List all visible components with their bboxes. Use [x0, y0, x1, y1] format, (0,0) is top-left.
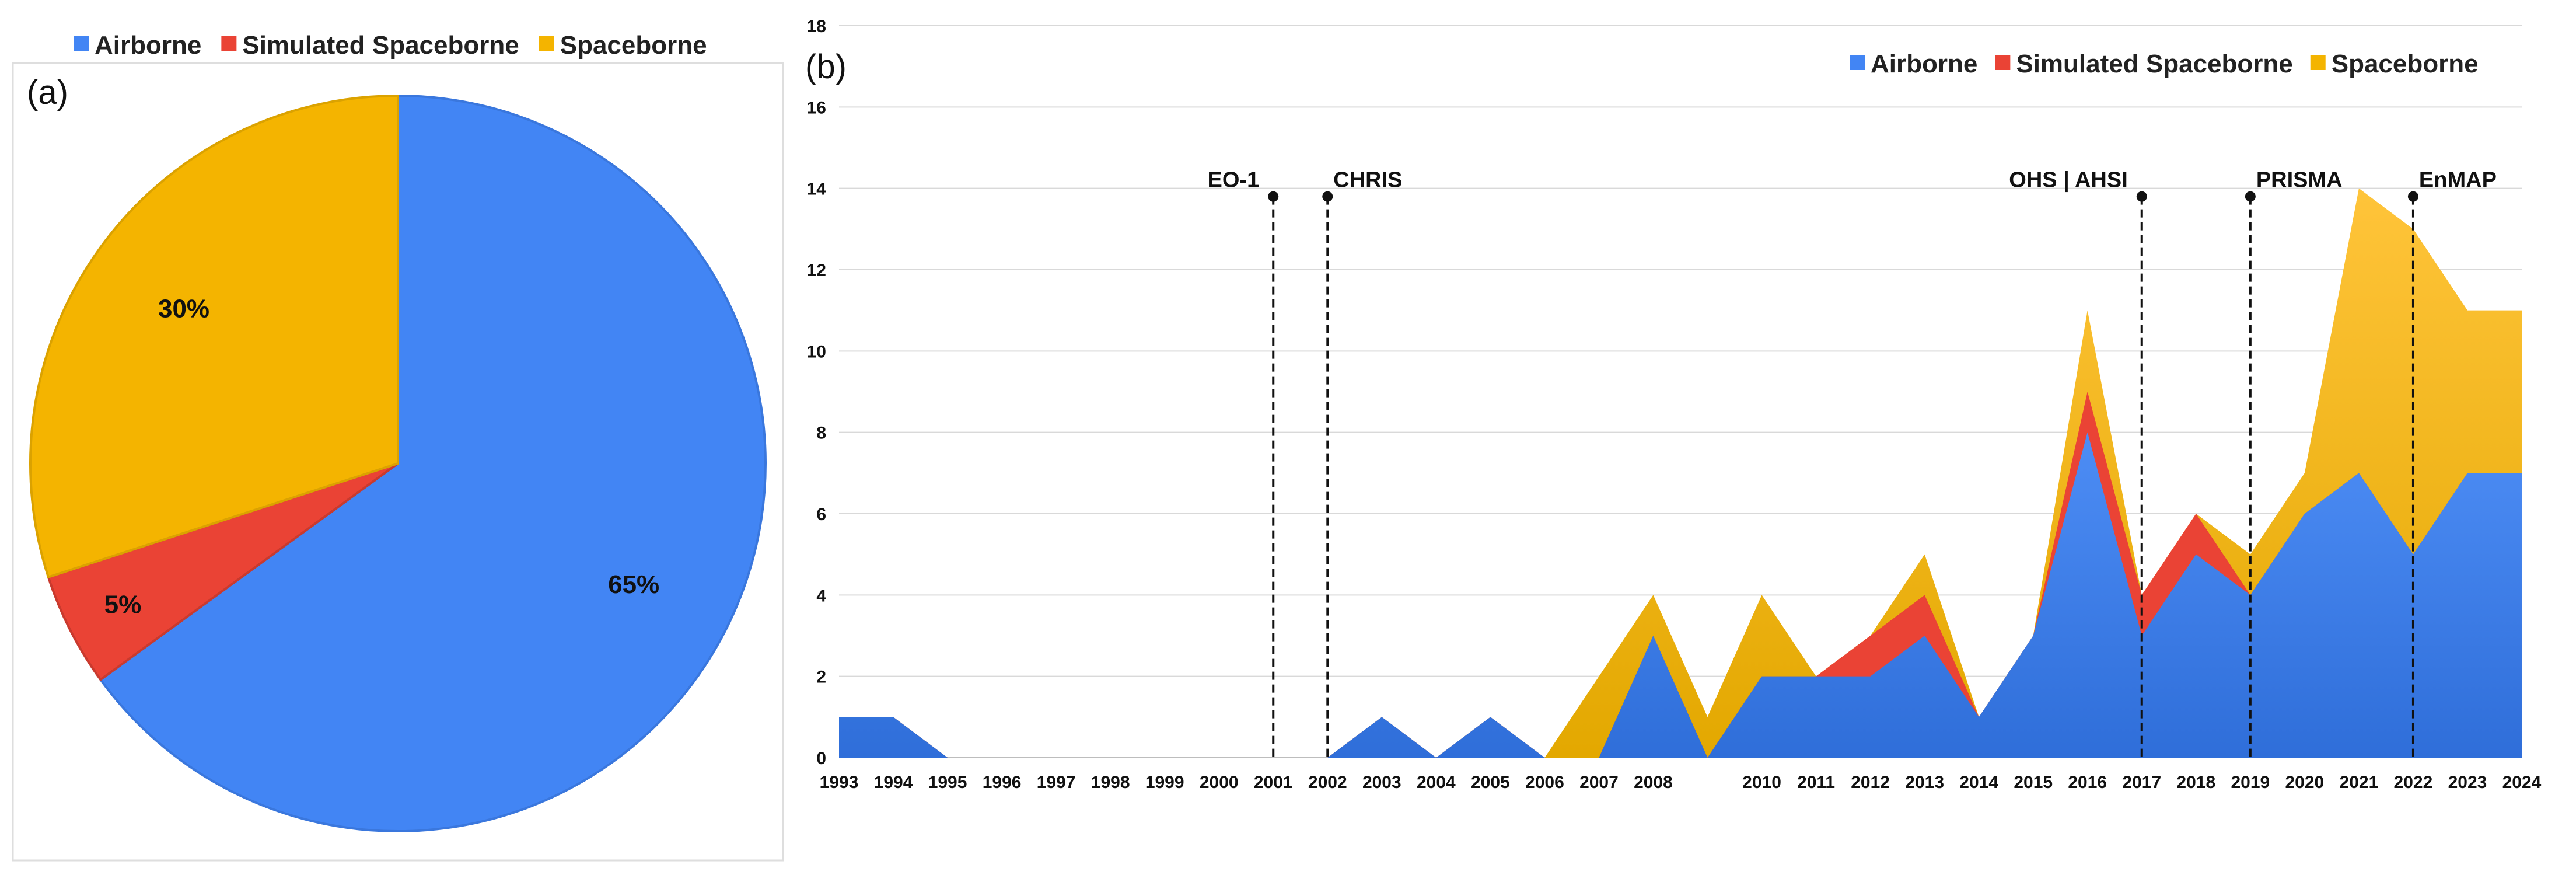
pie-slice-simulated-spaceborne: [47, 462, 399, 682]
pie-slice-label-airborne: 65%: [608, 570, 659, 599]
x-tick-label-1998: 1998: [1091, 773, 1130, 792]
x-tick-label-2023: 2023: [2448, 773, 2487, 792]
x-tick-label-2004: 2004: [1417, 773, 1456, 792]
legend-label-simulated-spaceborne: Simulated Spaceborne: [242, 31, 519, 60]
x-tick-label-2021: 2021: [2340, 773, 2379, 792]
annotation-label-ohs-ahsi: OHS | AHSI: [2009, 168, 2127, 193]
x-tick-label-2003: 2003: [1362, 773, 1401, 792]
area-panel-label: (b): [805, 48, 847, 86]
y-tick-label-18: 18: [807, 17, 826, 36]
x-tick-label-2024: 2024: [2502, 773, 2542, 792]
annotation-marker-ohs-ahsi: [2136, 191, 2147, 202]
pie-labels: 65% 5% 30%: [104, 294, 660, 619]
y-tick-label-10: 10: [807, 342, 826, 361]
area-annotations: EO-1 CHRIS OHS | AHSI PRISMA EnMAP: [1208, 168, 2497, 758]
annotation-label-eo-1: EO-1: [1208, 168, 1260, 193]
x-tick-label-2018: 2018: [2176, 773, 2215, 792]
pie-slice-label-simulated-spaceborne: 5%: [104, 590, 142, 619]
y-tick-label-4: 4: [816, 586, 826, 605]
x-tick-label-2013: 2013: [1905, 773, 1944, 792]
x-tick-label-2005: 2005: [1471, 773, 1510, 792]
pie-slice-spaceborne: [29, 94, 399, 579]
legend-label-airborne: Airborne: [95, 31, 201, 60]
legend-swatch-simulated-spaceborne: [1995, 55, 2011, 70]
y-tick-label-0: 0: [816, 749, 826, 768]
x-tick-label-1996: 1996: [983, 773, 1022, 792]
y-tick-label-8: 8: [816, 424, 826, 443]
legend-swatch-airborne: [1850, 55, 1865, 70]
annotation-marker-prisma: [2245, 191, 2256, 202]
x-tick-label-1995: 1995: [928, 773, 967, 792]
x-tick-label-1999: 1999: [1145, 773, 1184, 792]
area-series: [839, 188, 2522, 758]
x-tick-label-2015: 2015: [2014, 773, 2053, 792]
pie-panel-border: [12, 62, 784, 862]
x-tick-label-1997: 1997: [1037, 773, 1076, 792]
x-tick-label-2020: 2020: [2285, 773, 2324, 792]
x-tick-label-1993: 1993: [820, 773, 859, 792]
x-tick-label-2019: 2019: [2231, 773, 2270, 792]
pie-slice-label-spaceborne: 30%: [158, 294, 209, 323]
legend-label-spaceborne: Spaceborne: [560, 31, 707, 60]
annotation-label-prisma: PRISMA: [2256, 168, 2343, 193]
area-legend: Airborne Simulated Spaceborne Spaceborne: [1850, 50, 2479, 78]
x-tick-label-2012: 2012: [1851, 773, 1890, 792]
x-tick-label-2006: 2006: [1525, 773, 1564, 792]
y-tick-label-14: 14: [807, 180, 827, 199]
annotation-label-chris: CHRIS: [1333, 168, 1402, 193]
area-series-airborne: [839, 432, 2522, 758]
annotation-marker-enmap: [2407, 191, 2418, 202]
x-tick-label-2007: 2007: [1579, 773, 1619, 792]
x-tick-label-1994: 1994: [874, 773, 913, 792]
x-tick-label-2014: 2014: [1959, 773, 1998, 792]
legend-label-airborne: Airborne: [1871, 50, 1977, 78]
x-tick-label-2002: 2002: [1308, 773, 1347, 792]
annotation-label-enmap: EnMAP: [2419, 168, 2497, 193]
legend-label-simulated-spaceborne: Simulated Spaceborne: [2016, 50, 2292, 78]
area-y-tick-labels: 0 2 4 6 8 10 12 14 16 18: [807, 17, 827, 768]
x-tick-label-2001: 2001: [1254, 773, 1293, 792]
legend-swatch-spaceborne: [539, 36, 554, 51]
y-tick-label-2: 2: [816, 668, 826, 687]
x-tick-label-2011: 2011: [1797, 773, 1835, 792]
pie-chart-panel: (a) Airborne Simulated Spaceborne Spacebor…: [12, 31, 784, 862]
legend-swatch-spaceborne: [2310, 55, 2326, 70]
area-x-tick-labels: 1993 1994 1995 1996 1997 1998 1999 2000 2001 2002…: [820, 773, 2542, 792]
x-tick-label-2017: 2017: [2122, 773, 2161, 792]
annotation-marker-chris: [1322, 191, 1333, 202]
x-tick-label-2022: 2022: [2394, 773, 2433, 792]
area-chart-panel: (b) 0 2 4 6 8 10 12 14 16 18 EO-1 CHRIS OHS | AHSI P…: [805, 17, 2542, 792]
x-tick-label-2008: 2008: [1634, 773, 1673, 792]
legend-swatch-airborne: [74, 36, 89, 51]
y-tick-label-6: 6: [816, 505, 826, 524]
annotation-marker-eo-1: [1268, 191, 1279, 202]
x-tick-label-2016: 2016: [2068, 773, 2107, 792]
y-tick-label-16: 16: [807, 98, 826, 117]
x-tick-label-2000: 2000: [1200, 773, 1239, 792]
pie-legend: Airborne Simulated Spaceborne Spaceborne: [74, 31, 707, 60]
pie-slices: [29, 94, 767, 832]
legend-label-spaceborne: Spaceborne: [2332, 50, 2479, 78]
legend-swatch-simulated-spaceborne: [221, 36, 237, 51]
x-tick-label-2010: 2010: [1742, 773, 1781, 792]
pie-panel-label: (a): [27, 74, 68, 111]
y-tick-label-12: 12: [807, 261, 826, 280]
pie-slice-airborne: [99, 94, 767, 832]
